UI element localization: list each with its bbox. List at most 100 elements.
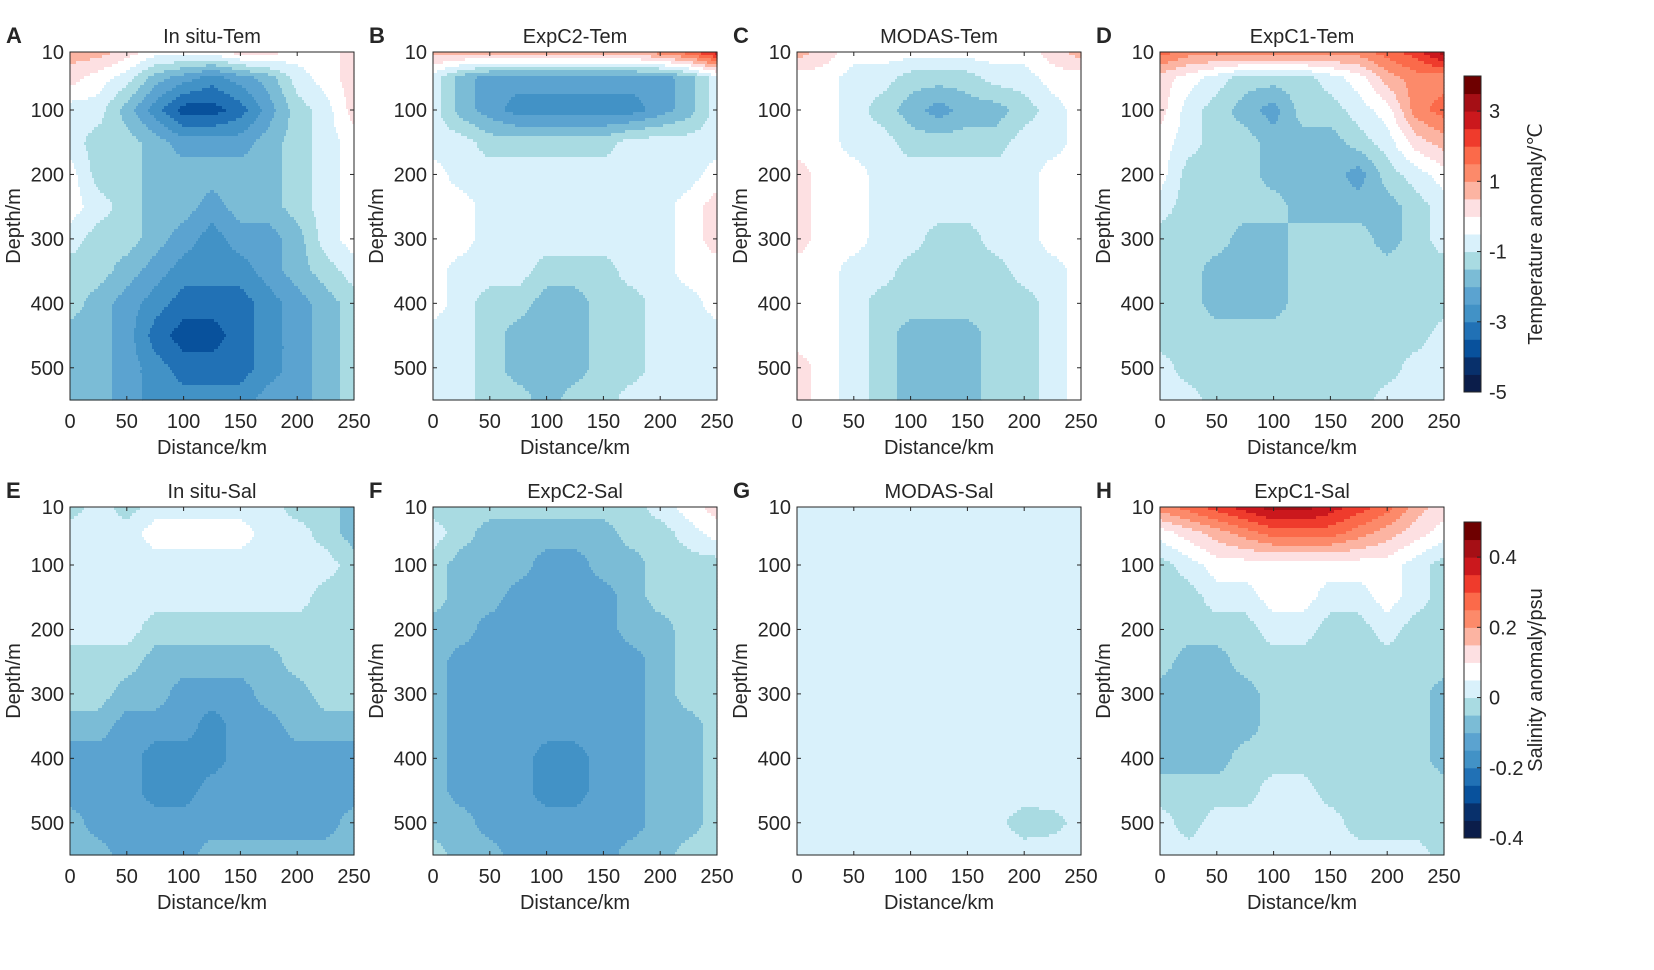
panel-letter: H	[1096, 478, 1112, 503]
panel-letter: A	[6, 23, 22, 48]
y-axis-label: Depth/m	[730, 188, 752, 264]
panel-letter: D	[1096, 23, 1112, 48]
x-tick-label: 50	[479, 866, 501, 888]
x-tick-label: 100	[1257, 866, 1290, 888]
x-axis-label: Distance/km	[157, 892, 267, 914]
y-tick-label: 200	[394, 619, 427, 641]
y-axis-label: Depth/m	[366, 188, 388, 264]
y-tick-label: 500	[31, 358, 64, 380]
x-tick-label: 100	[530, 411, 563, 433]
x-tick-label: 250	[1427, 866, 1460, 888]
y-tick-label: 300	[394, 684, 427, 706]
y-tick-label: 10	[42, 497, 64, 519]
y-tick-label: 300	[758, 229, 791, 251]
contour-field	[1160, 52, 1445, 401]
panel-letter: B	[369, 23, 385, 48]
contour-field	[433, 507, 718, 856]
y-tick-label: 400	[394, 293, 427, 315]
x-tick-label: 250	[337, 866, 370, 888]
panel-title: ExpC1-Sal	[1254, 481, 1350, 503]
contour-field	[70, 52, 355, 401]
x-tick-label: 250	[700, 411, 733, 433]
x-tick-label: 150	[1314, 866, 1347, 888]
y-axis-label: Depth/m	[3, 643, 25, 719]
y-tick-label: 100	[394, 555, 427, 577]
x-tick-label: 50	[479, 411, 501, 433]
x-tick-label: 200	[281, 866, 314, 888]
x-tick-label: 100	[530, 866, 563, 888]
x-tick-label: 150	[951, 411, 984, 433]
y-tick-label: 10	[405, 42, 427, 64]
x-tick-label: 100	[894, 866, 927, 888]
y-tick-label: 500	[758, 813, 791, 835]
y-tick-label: 400	[758, 748, 791, 770]
x-tick-label: 200	[644, 866, 677, 888]
x-tick-label: 50	[116, 866, 138, 888]
y-tick-label: 500	[394, 813, 427, 835]
x-tick-label: 50	[1206, 411, 1228, 433]
x-axis-label: Distance/km	[1247, 892, 1357, 914]
y-tick-label: 300	[1121, 684, 1154, 706]
x-tick-label: 150	[587, 411, 620, 433]
x-tick-label: 200	[1371, 411, 1404, 433]
y-tick-label: 10	[42, 42, 64, 64]
contour-field	[797, 52, 1082, 401]
x-tick-label: 200	[1008, 411, 1041, 433]
y-tick-label: 100	[758, 555, 791, 577]
y-axis-label: Depth/m	[366, 643, 388, 719]
x-tick-label: 0	[64, 411, 75, 433]
y-tick-label: 500	[1121, 813, 1154, 835]
x-tick-label: 0	[1154, 411, 1165, 433]
y-tick-label: 200	[1121, 164, 1154, 186]
x-tick-label: 0	[64, 866, 75, 888]
y-tick-label: 500	[394, 358, 427, 380]
y-axis-label: Depth/m	[730, 643, 752, 719]
y-tick-label: 10	[1132, 42, 1154, 64]
x-axis-label: Distance/km	[157, 437, 267, 459]
y-tick-label: 100	[31, 100, 64, 122]
panel-letter: E	[6, 478, 21, 503]
y-tick-label: 200	[394, 164, 427, 186]
y-tick-label: 100	[758, 100, 791, 122]
panel-title: In situ-Tem	[163, 26, 261, 48]
x-tick-label: 50	[1206, 866, 1228, 888]
x-tick-label: 200	[1008, 866, 1041, 888]
x-tick-label: 0	[1154, 866, 1165, 888]
panel-title: MODAS-Tem	[880, 26, 998, 48]
x-tick-label: 50	[843, 411, 865, 433]
x-tick-label: 100	[167, 411, 200, 433]
y-tick-label: 500	[31, 813, 64, 835]
panel-title: In situ-Sal	[168, 481, 257, 503]
contour-field	[433, 52, 718, 401]
y-tick-label: 200	[758, 164, 791, 186]
y-tick-label: 400	[758, 293, 791, 315]
x-tick-label: 250	[700, 866, 733, 888]
y-axis-label: Depth/m	[3, 188, 25, 264]
x-tick-label: 250	[337, 411, 370, 433]
y-tick-label: 10	[769, 42, 791, 64]
y-tick-label: 200	[31, 164, 64, 186]
y-tick-label: 400	[31, 748, 64, 770]
panel-title: MODAS-Sal	[885, 481, 994, 503]
y-tick-label: 500	[1121, 358, 1154, 380]
x-axis-label: Distance/km	[884, 892, 994, 914]
y-tick-label: 300	[394, 229, 427, 251]
x-tick-label: 200	[281, 411, 314, 433]
x-tick-label: 250	[1427, 411, 1460, 433]
y-tick-label: 100	[31, 555, 64, 577]
x-tick-label: 150	[224, 866, 257, 888]
y-tick-label: 200	[31, 619, 64, 641]
contour-field	[70, 507, 355, 856]
y-tick-label: 100	[1121, 555, 1154, 577]
x-tick-label: 250	[1064, 866, 1097, 888]
y-tick-label: 200	[1121, 619, 1154, 641]
